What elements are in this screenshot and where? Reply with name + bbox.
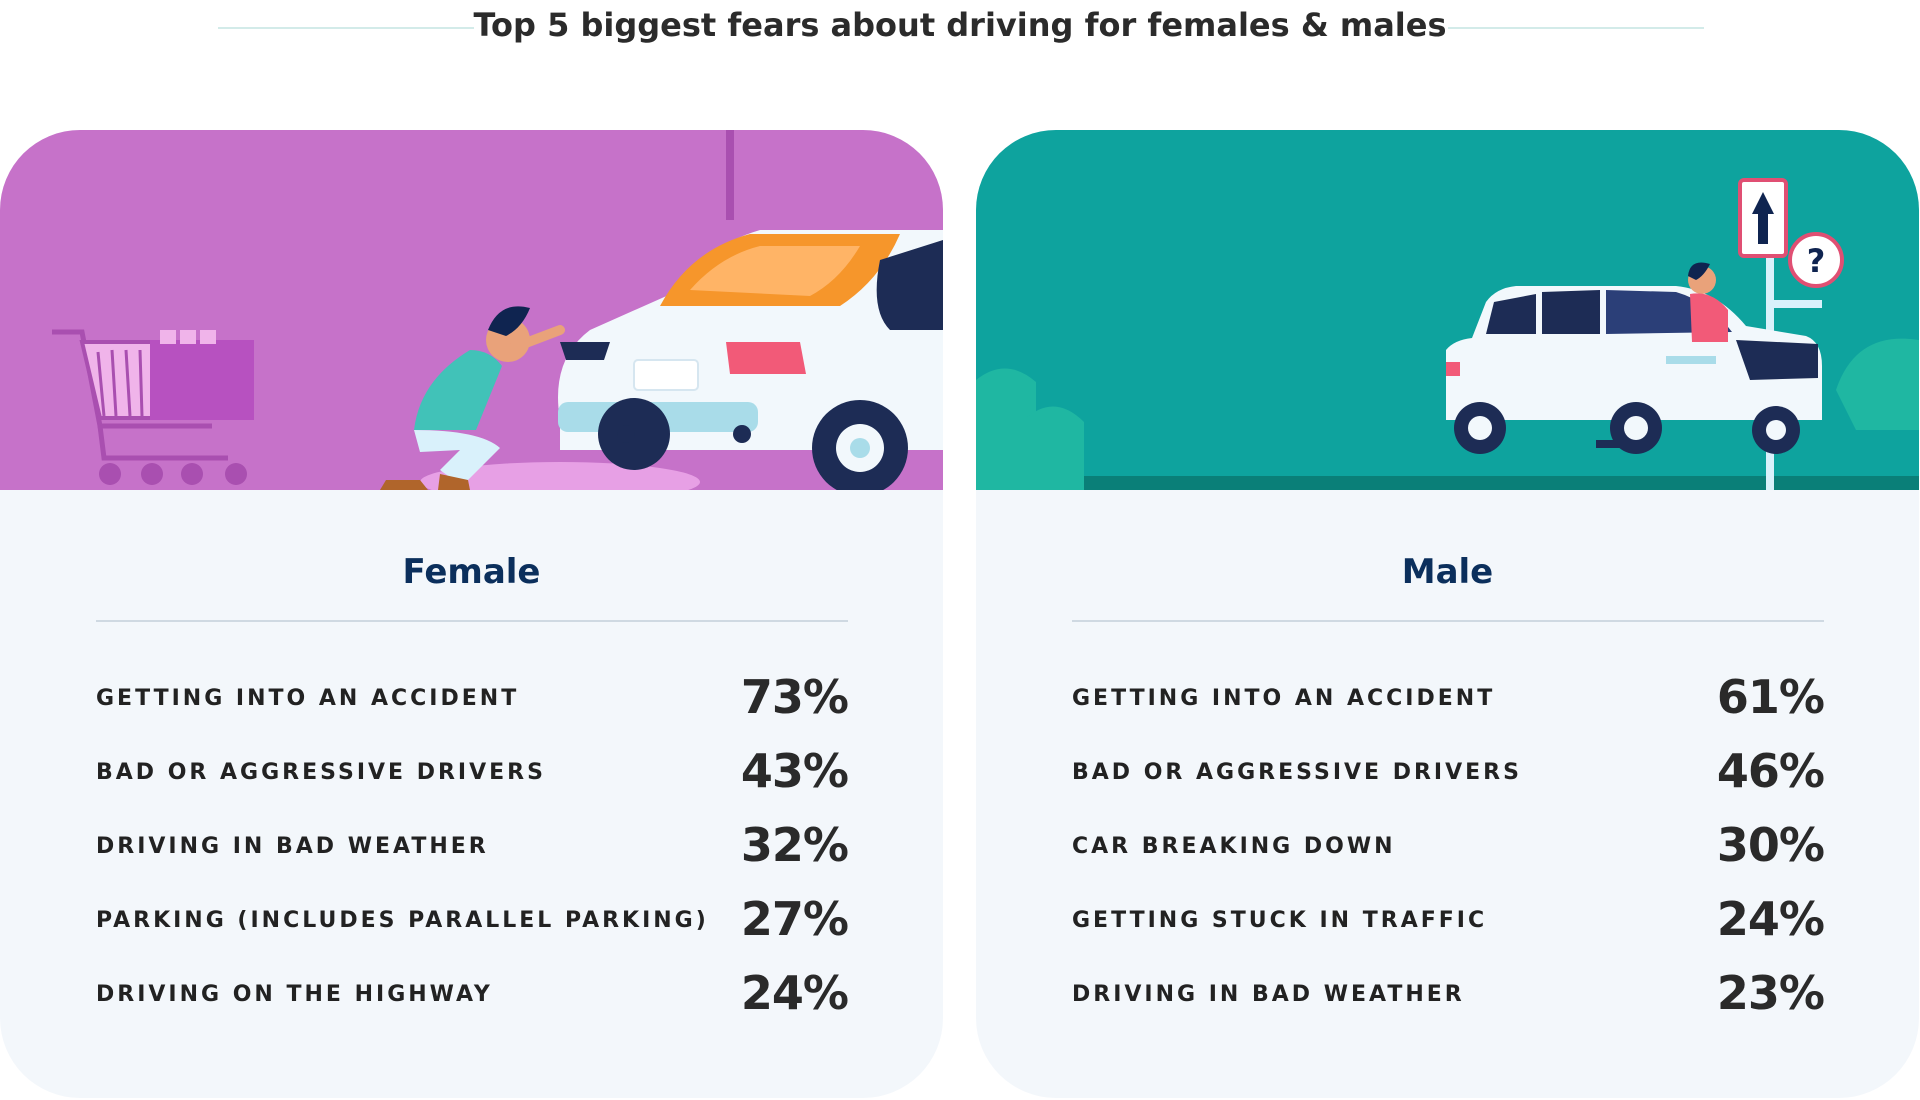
- title-bar: Top 5 biggest fears about driving for fe…: [0, 0, 1920, 60]
- female-illustration: [0, 130, 943, 490]
- fear-row: PARKING (INCLUDES PARALLEL PARKING) 27%: [96, 882, 849, 956]
- female-card: Female GETTING INTO AN ACCIDENT 73% BAD …: [0, 130, 943, 1098]
- fear-label: BAD OR AGGRESSIVE DRIVERS: [1072, 760, 1522, 785]
- female-car: [558, 230, 943, 490]
- fear-row: BAD OR AGGRESSIVE DRIVERS 46%: [1072, 734, 1825, 808]
- fear-percentage: 32%: [740, 818, 849, 872]
- fear-percentage: 61%: [1716, 670, 1825, 724]
- shopping-cart-icon: [52, 329, 254, 485]
- fear-label: GETTING INTO AN ACCIDENT: [96, 686, 520, 711]
- male-card: ? Male GETT: [976, 130, 1919, 1098]
- fear-label: DRIVING ON THE HIGHWAY: [96, 982, 493, 1007]
- man-figure: [1688, 262, 1728, 342]
- fear-percentage: 46%: [1716, 744, 1825, 798]
- female-stats: Female GETTING INTO AN ACCIDENT 73% BAD …: [0, 490, 943, 1098]
- male-illustration: ?: [976, 130, 1919, 490]
- female-fear-list: GETTING INTO AN ACCIDENT 73% BAD OR AGGR…: [96, 660, 849, 1030]
- question-sign-icon: ?: [1788, 232, 1844, 288]
- heading-divider: [1072, 620, 1824, 622]
- svg-text:?: ?: [1807, 242, 1826, 280]
- title-divider-left: [218, 27, 474, 29]
- male-stats: Male GETTING INTO AN ACCIDENT 61% BAD OR…: [976, 490, 1919, 1098]
- fear-row: GETTING INTO AN ACCIDENT 73%: [96, 660, 849, 734]
- fear-percentage: 27%: [740, 892, 849, 946]
- fear-label: DRIVING IN BAD WEATHER: [1072, 982, 1465, 1007]
- fear-label: GETTING INTO AN ACCIDENT: [1072, 686, 1496, 711]
- fear-row: DRIVING IN BAD WEATHER 32%: [96, 808, 849, 882]
- fear-label: CAR BREAKING DOWN: [1072, 834, 1396, 859]
- fear-row: CAR BREAKING DOWN 30%: [1072, 808, 1825, 882]
- fear-percentage: 30%: [1716, 818, 1825, 872]
- fear-row: GETTING STUCK IN TRAFFIC 24%: [1072, 882, 1825, 956]
- fear-percentage: 24%: [740, 966, 849, 1020]
- fear-percentage: 43%: [740, 744, 849, 798]
- male-heading: Male: [1401, 552, 1494, 592]
- fear-percentage: 23%: [1716, 966, 1825, 1020]
- fear-row: GETTING INTO AN ACCIDENT 61%: [1072, 660, 1825, 734]
- woman-figure: [380, 306, 565, 490]
- fear-row: DRIVING IN BAD WEATHER 23%: [1072, 956, 1825, 1030]
- fear-row: BAD OR AGGRESSIVE DRIVERS 43%: [96, 734, 849, 808]
- fear-row: DRIVING ON THE HIGHWAY 24%: [96, 956, 849, 1030]
- fear-percentage: 73%: [740, 670, 849, 724]
- fear-percentage: 24%: [1716, 892, 1825, 946]
- fear-label: PARKING (INCLUDES PARALLEL PARKING): [96, 908, 709, 933]
- fear-label: BAD OR AGGRESSIVE DRIVERS: [96, 760, 546, 785]
- male-fear-list: GETTING INTO AN ACCIDENT 61% BAD OR AGGR…: [1072, 660, 1825, 1030]
- female-heading: Female: [402, 552, 541, 592]
- heading-divider: [96, 620, 848, 622]
- fear-label: GETTING STUCK IN TRAFFIC: [1072, 908, 1488, 933]
- title-divider-right: [1448, 27, 1704, 29]
- page-title: Top 5 biggest fears about driving for fe…: [473, 6, 1447, 44]
- fear-label: DRIVING IN BAD WEATHER: [96, 834, 489, 859]
